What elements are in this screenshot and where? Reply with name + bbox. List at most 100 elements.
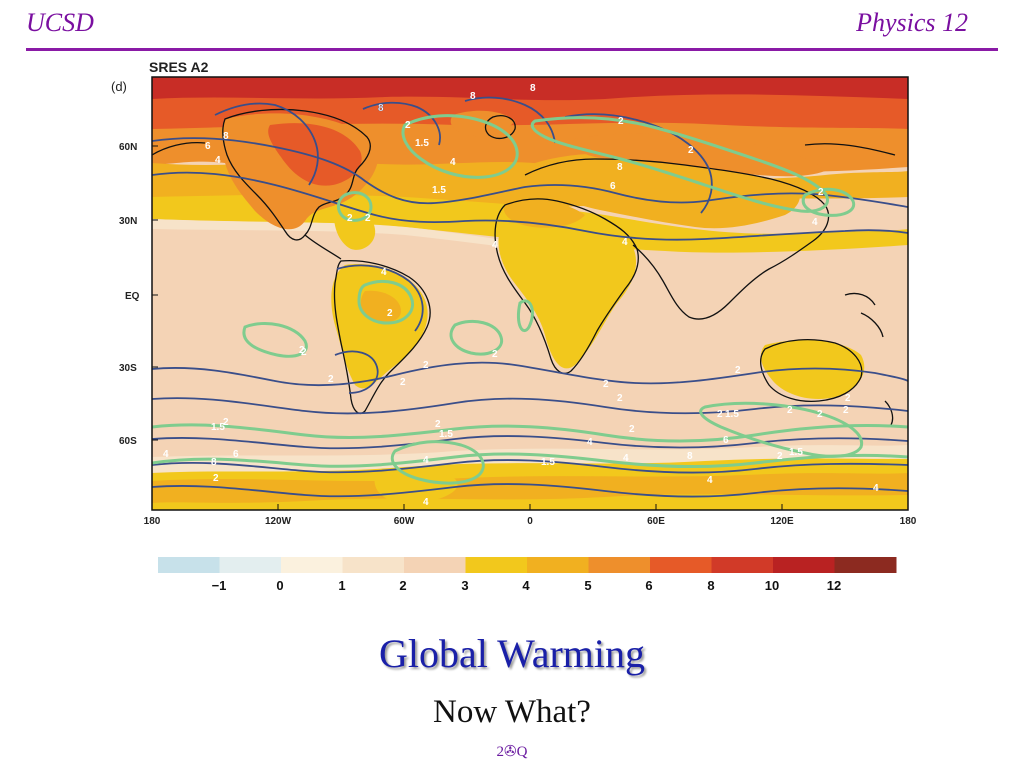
colorbar-swatch [773, 557, 835, 573]
contour-label: 8 [530, 83, 536, 94]
longitude-axis: 180 120W 60W 0 60E 120E 180 [144, 504, 917, 527]
contour-label: 2 [299, 345, 305, 356]
lat-tick-label: 60S [119, 436, 137, 447]
contour-label: 2 [301, 347, 307, 358]
contour-label: 6 [205, 141, 211, 152]
colorbar-swatch [281, 557, 343, 573]
green-contour-labels: 2 1.5 1.5 2 2 2 2 2 2 2 2 1.5 2 1.5 2 1.… [211, 116, 824, 484]
green-contours [152, 114, 908, 485]
colorbar-tick-labels: −1 0 1 2 3 4 5 6 8 10 12 [212, 578, 842, 593]
header-divider [26, 48, 998, 51]
colorbar-swatch [650, 557, 712, 573]
colorbar-swatch [834, 557, 897, 573]
lat-tick-label: 30S [119, 363, 137, 374]
contour-label: 8 [470, 91, 476, 102]
colorbar-tick-label: 3 [461, 578, 468, 593]
lon-tick-label: 60E [647, 516, 665, 527]
contour-label: 1.5 [725, 409, 739, 420]
lon-tick-label: 0 [527, 516, 533, 527]
contour-label: 4 [873, 483, 879, 494]
contour-label: 4 [623, 453, 629, 464]
contour-label: 4 [423, 497, 429, 508]
colorbar-swatch [219, 557, 282, 573]
colorbar-tick-label: 12 [827, 578, 841, 593]
contour-label: 4 [423, 455, 429, 466]
coastlines [152, 108, 896, 426]
temperature-field: 8 8 8 8 6 4 8 6 4 4 4 4 4 2 2 2 2 [152, 77, 908, 510]
colorbar-swatch [711, 557, 774, 573]
contour-label: 2 [405, 120, 411, 131]
contour-label: 4 [622, 237, 628, 248]
contour-label: 2 [618, 116, 624, 127]
contour-label: 2 [845, 393, 851, 404]
lon-tick-label: 120E [770, 516, 794, 527]
contour-label: 4 [163, 449, 169, 460]
panel-label: (d) [111, 79, 127, 94]
contour-label: 4 [381, 267, 387, 278]
contour-label: 6 [610, 181, 616, 192]
contour-label: 1.5 [439, 429, 453, 440]
contour-label: 1.5 [432, 185, 446, 196]
contour-label: 1.5 [415, 138, 429, 149]
blue-contour-labels: 8 8 8 8 6 4 8 6 4 4 4 4 4 2 2 2 2 [163, 83, 879, 508]
header-right-course: Physics 12 [856, 8, 968, 37]
lat-tick-label: 30N [119, 216, 137, 227]
contour-label: 2 [717, 409, 723, 420]
contour-label: 2 [492, 349, 498, 360]
contour-label: 8 [687, 451, 693, 462]
slide-subtitle: Now What? [433, 694, 591, 730]
contour-label: 4 [707, 475, 713, 486]
contour-label: 2 [423, 360, 429, 371]
colorbar-swatch [342, 557, 405, 573]
colorbar-tick-label: 8 [707, 578, 714, 593]
colorbar-tick-label: 2 [399, 578, 406, 593]
contour-label: 2 [213, 473, 219, 484]
contour-label: 6 [723, 435, 729, 446]
contour-label: 2 [629, 424, 635, 435]
colorbar-swatch [588, 557, 651, 573]
contour-label: 2 [400, 377, 406, 388]
warming-map-svg: SRES A2 (d) [111, 59, 917, 593]
contour-label: 4 [215, 155, 221, 166]
lat-tick-label: 60N [119, 142, 137, 153]
contour-label: 2 [787, 405, 793, 416]
contour-label: 4 [450, 157, 456, 168]
contour-label: 8 [211, 457, 217, 468]
contour-label: 2 [365, 213, 371, 224]
contour-label: 1.5 [789, 447, 803, 458]
warming-map-figure: SRES A2 (d) [105, 55, 925, 600]
colorbar-tick-label: −1 [212, 578, 227, 593]
contour-label: 8 [617, 162, 623, 173]
contour-label: 2 [617, 393, 623, 404]
contour-label: 4 [812, 217, 818, 228]
colorbar-tick-label: 4 [522, 578, 530, 593]
contour-label-layer: 8 8 8 8 6 4 8 6 4 4 4 4 4 2 2 2 2 [163, 83, 879, 508]
colorbar-swatch [527, 557, 589, 573]
slide-title: Global Warming [379, 631, 645, 676]
colorbar-swatch [465, 557, 528, 573]
contour-label: 4 [492, 240, 498, 251]
contour-label: 2 [817, 409, 823, 420]
contour-label: 1.5 [541, 457, 555, 468]
contour-label: 2 [777, 451, 783, 462]
contour-label: 2 [818, 187, 824, 198]
contour-label: 2 [435, 419, 441, 430]
lon-tick-label: 180 [144, 516, 161, 527]
colorbar-tick-label: 10 [765, 578, 779, 593]
colorbar-tick-label: 6 [645, 578, 652, 593]
contour-label: 2 [347, 213, 353, 224]
contour-label: 1.5 [211, 422, 225, 433]
contour-label: 2 [843, 405, 849, 416]
lon-tick-label: 60W [394, 516, 415, 527]
latitude-axis: 60N 30N EQ 30S 60S [119, 142, 158, 447]
contour-label: 2 [387, 308, 393, 319]
scenario-label: SRES A2 [149, 59, 209, 75]
contour-label: 6 [233, 449, 239, 460]
colorbar-tick-label: 1 [338, 578, 345, 593]
colorbar-swatch [404, 557, 466, 573]
contour-label: 8 [378, 103, 384, 114]
contour-label: 8 [223, 131, 229, 142]
contour-label: 2 [688, 145, 694, 156]
contour-label: 2 [223, 417, 229, 428]
colorbar-tick-label: 5 [584, 578, 591, 593]
